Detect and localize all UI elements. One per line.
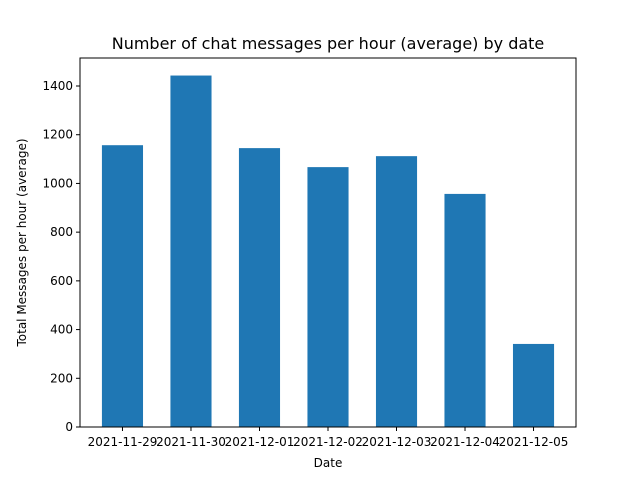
y-tick-label: 0 [65,420,73,434]
y-tick-label: 1000 [42,176,73,190]
y-tick-label: 1200 [42,128,73,142]
bar-2021-12-04 [444,193,486,427]
bar-2021-12-01 [238,148,281,427]
bar-2021-11-29 [101,145,144,427]
y-axis-label: Total Messages per hour (average) [15,138,29,347]
bar-2021-11-30 [170,75,212,427]
y-tick-label: 200 [50,371,73,385]
bar-2021-12-02 [307,167,349,427]
bar-2021-12-05 [512,343,555,427]
y-tick-label: 600 [50,274,73,288]
x-tick-label: 2021-11-29 [88,435,158,449]
x-tick-label: 2021-12-02 [293,435,363,449]
x-tick-label: 2021-12-01 [225,435,295,449]
x-tick-label: 2021-12-04 [430,435,500,449]
x-tick-label: 2021-11-30 [156,435,226,449]
y-tick-label: 800 [50,225,73,239]
chart-title: Number of chat messages per hour (averag… [112,34,545,53]
x-axis: 2021-11-292021-11-302021-12-012021-12-02… [88,427,569,449]
x-axis-label: Date [314,456,343,470]
bar-2021-12-03 [375,156,418,427]
x-tick-label: 2021-12-03 [362,435,432,449]
y-axis: 0 200 400 600 800 1000 1200 1400 [42,79,80,434]
bars-group [101,75,555,427]
x-tick-label: 2021-12-05 [499,435,569,449]
y-tick-label: 1400 [42,79,73,93]
plot-frame [79,57,577,428]
y-tick-label: 400 [50,323,73,337]
